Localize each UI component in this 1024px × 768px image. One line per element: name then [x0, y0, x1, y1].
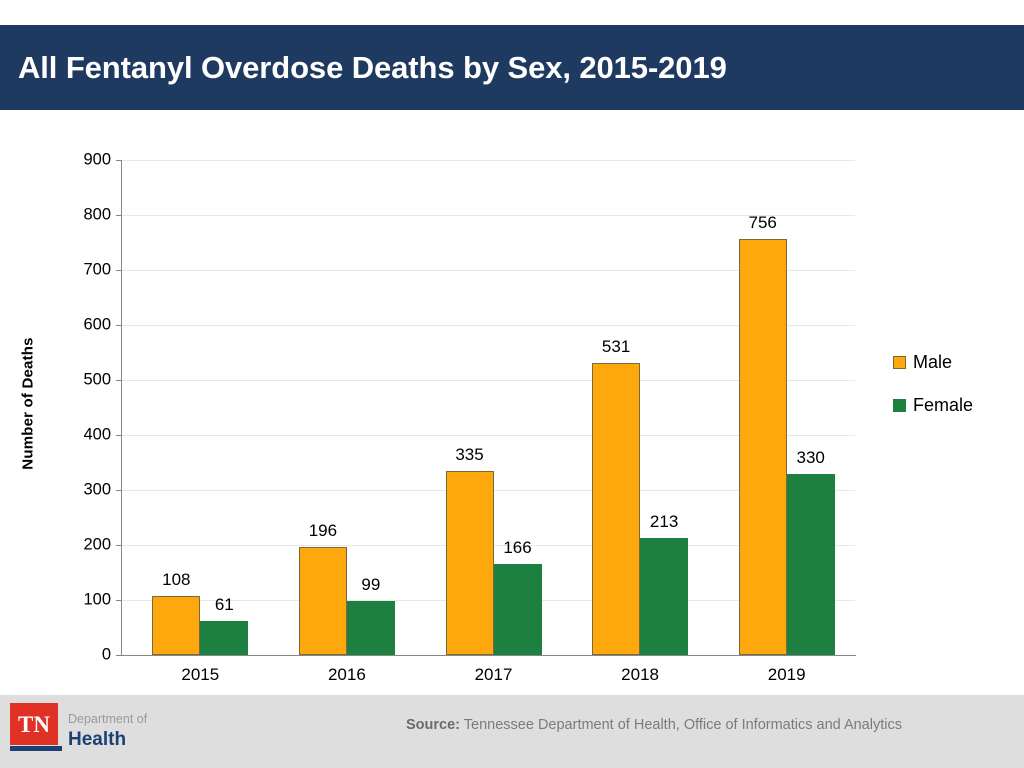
x-tick-label-2018: 2018: [621, 665, 659, 684]
y-tick-label: 100: [83, 590, 111, 609]
y-tick-mark: [116, 545, 122, 546]
legend-label: Male: [913, 352, 953, 372]
legend-swatch-icon: [893, 399, 906, 412]
bar-female-2017[interactable]: [493, 563, 542, 655]
y-tick-mark: [116, 270, 122, 271]
title-banner: All Fentanyl Overdose Deaths by Sex, 201…: [0, 25, 1024, 110]
y-tick-label: 400: [83, 425, 111, 444]
bar-value-label: 756: [748, 213, 777, 233]
bar-female-2018[interactable]: [640, 537, 689, 655]
legend-item-female[interactable]: Female: [893, 395, 973, 416]
bar-group: 335 166: [445, 160, 542, 655]
chart-legend: Male Female: [893, 352, 973, 438]
logo-health-text: Health: [68, 729, 127, 750]
y-tick-mark: [116, 490, 122, 491]
legend-item-male[interactable]: Male: [893, 352, 973, 373]
y-tick-label: 500: [83, 370, 111, 389]
y-tick-mark: [116, 380, 122, 381]
bar-group: 531 213: [592, 160, 689, 655]
gridline: [122, 380, 855, 381]
bar-value-label: 335: [455, 444, 484, 464]
bar-value-label: 61: [214, 595, 234, 615]
bar-value-label: 99: [361, 574, 381, 594]
bar-female-2019[interactable]: [786, 473, 835, 655]
tn-logo-rule: [10, 746, 62, 751]
bar-female-2015[interactable]: [200, 621, 249, 655]
y-tick-mark: [116, 325, 122, 326]
bar-male-2015[interactable]: [152, 595, 201, 655]
y-tick-mark: [116, 435, 122, 436]
bar-value-label: 330: [796, 447, 825, 467]
source-note: Source: Tennessee Department of Health, …: [406, 717, 902, 733]
tn-logo-mark-text: TN: [18, 711, 50, 737]
page-title: All Fentanyl Overdose Deaths by Sex, 201…: [18, 49, 727, 85]
bar-value-label: 108: [162, 569, 191, 589]
x-tick-label-2017: 2017: [474, 665, 513, 684]
bar-male-2017[interactable]: [445, 470, 494, 655]
y-tick-label: 700: [83, 260, 111, 279]
bar-value-label: 531: [601, 336, 631, 356]
bar-male-2018[interactable]: [592, 362, 641, 655]
source-text: Tennessee Department of Health, Office o…: [463, 717, 902, 733]
x-tick-label-2016: 2016: [327, 665, 366, 684]
y-tick-label: 0: [101, 645, 111, 664]
bar-value-label: 213: [649, 511, 679, 531]
x-tick-label-2019: 2019: [767, 665, 806, 684]
gridline: [122, 160, 855, 161]
footer-bar: TN Department of Health Source: Tennesse…: [0, 695, 1024, 768]
legend-label: Female: [913, 395, 974, 415]
y-tick-label: 800: [83, 205, 111, 224]
bar-male-2016[interactable]: [298, 547, 347, 655]
y-tick-label: 600: [83, 315, 111, 334]
bar-female-2016[interactable]: [346, 600, 395, 655]
x-tick-label-2015: 2015: [181, 665, 220, 684]
logo-department-text: Department of: [68, 712, 148, 726]
bar-male-2019[interactable]: [738, 239, 787, 655]
legend-swatch-icon: [893, 356, 906, 369]
y-tick-label: 200: [83, 535, 111, 554]
gridline: [122, 270, 855, 271]
y-axis-title: Number of Deaths: [19, 337, 37, 470]
gridline: [122, 325, 855, 326]
bar-value-label: 196: [308, 521, 338, 541]
bar-group: 196 99: [298, 160, 395, 655]
tn-department-of-health-logo: TN Department of Health: [10, 703, 170, 761]
y-tick-mark: [116, 655, 122, 656]
x-axis-line: [121, 655, 856, 656]
bar-group: 108 61: [152, 160, 249, 655]
plot-area: 0 100 200 300 400 500 600 700 800 900 108 61 196 99 3…: [83, 151, 856, 684]
y-tick-mark: [116, 215, 122, 216]
y-tick-label: 900: [83, 150, 111, 169]
y-axis-line: [121, 160, 122, 656]
y-tick-label: 300: [83, 480, 111, 499]
source-label: Source:: [406, 717, 460, 733]
y-tick-mark: [116, 600, 122, 601]
bar-group: 756 330: [738, 160, 835, 655]
tn-logo-mark: TN: [10, 703, 58, 745]
gridline: [122, 215, 855, 216]
bar-value-label: 166: [503, 537, 532, 557]
gridline: [122, 435, 855, 436]
y-tick-mark: [116, 160, 122, 161]
chart-container: Number of Deaths 0 100 200 300 400 500 600 700 8…: [0, 110, 1024, 695]
